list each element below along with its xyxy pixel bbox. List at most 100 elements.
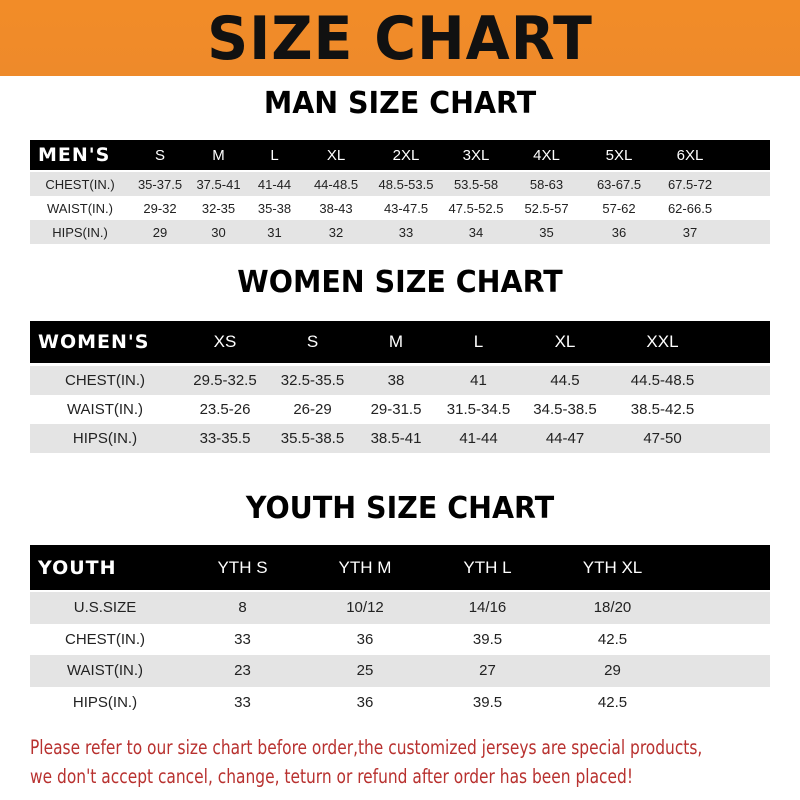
header-row: YOUTH YTH S YTH M YTH L YTH XL bbox=[30, 545, 770, 590]
table-cell: 36 bbox=[611, 224, 627, 240]
table-cell: 67.5-72 bbox=[667, 176, 713, 192]
table-cell: 47-50 bbox=[643, 430, 682, 447]
table-row: HIPS(IN.) 33 36 39.5 42.5 bbox=[30, 686, 770, 718]
youth-size-table: YOUTH YTH S YTH M YTH L YTH XL U.S.SIZE 8 10/12… bbox=[30, 545, 770, 718]
table-row: CHEST(IN.) 33 36 39.5 42.5 bbox=[30, 623, 770, 655]
table-row: HIPS(IN.) 29 30 31 32 33 34 35 36 37 bbox=[30, 220, 770, 244]
banner-title: SIZE CHART bbox=[207, 4, 593, 74]
men-section-title: MAN SIZE CHART bbox=[263, 86, 537, 121]
size-header-cell: M bbox=[212, 146, 225, 164]
table-row: U.S.SIZE 8 10/12 14/16 18/20 bbox=[30, 592, 770, 624]
table-cell: 29-32 bbox=[143, 200, 177, 216]
measurement-label: U.S.SIZE bbox=[73, 599, 137, 617]
size-header-cell: 4XL bbox=[533, 146, 560, 164]
table-cell: 14/16 bbox=[468, 599, 507, 617]
table-title-cell: MEN'S bbox=[38, 144, 111, 166]
table-cell: 29.5-32.5 bbox=[193, 372, 257, 389]
measurement-label: HIPS(IN.) bbox=[72, 693, 138, 711]
size-header-cell: XXL bbox=[646, 332, 679, 351]
table-row: CHEST(IN.) 35-37.5 37.5-41 41-44 44-48.5 48.5… bbox=[30, 172, 770, 196]
table-cell: 37.5-41 bbox=[196, 176, 241, 192]
table-cell: 42.5 bbox=[597, 693, 628, 711]
size-header-cell: YTH M bbox=[338, 557, 392, 577]
size-header-cell: 6XL bbox=[676, 146, 704, 164]
size-header-cell: XL bbox=[554, 332, 576, 351]
header-row: MEN'S S M L XL 2XL 3XL 4XL 5XL 6XL bbox=[30, 140, 770, 170]
table-cell: 31 bbox=[267, 224, 282, 240]
table-cell: 33-35.5 bbox=[199, 430, 251, 447]
table-cell: 58-63 bbox=[529, 176, 564, 192]
table-cell: 32.5-35.5 bbox=[280, 372, 345, 389]
measurement-label: WAIST(IN.) bbox=[66, 401, 144, 418]
table-cell: 38.5-42.5 bbox=[630, 401, 695, 418]
table-cell: 34 bbox=[468, 224, 484, 240]
size-header-cell: YTH S bbox=[217, 557, 268, 577]
banner: SIZE CHART bbox=[0, 0, 800, 76]
table-cell: 44.5 bbox=[550, 372, 580, 389]
table-cell: 35.5-38.5 bbox=[280, 430, 345, 447]
table-row: WAIST(IN.) 29-32 32-35 35-38 38-43 43-47.5 47.… bbox=[30, 196, 770, 220]
size-header-cell: S bbox=[154, 146, 165, 164]
size-header-cell: 2XL bbox=[392, 146, 420, 164]
measurement-label: CHEST(IN.) bbox=[65, 630, 145, 648]
table-cell: 10/12 bbox=[346, 599, 384, 617]
table-cell: 39.5 bbox=[472, 693, 503, 711]
table-cell: 35 bbox=[539, 224, 554, 240]
table-cell: 23.5-26 bbox=[199, 401, 251, 418]
table-cell: 36 bbox=[356, 630, 374, 648]
table-cell: 29-31.5 bbox=[370, 401, 422, 418]
table-cell: 43-47.5 bbox=[383, 200, 429, 216]
table-cell: 8 bbox=[238, 599, 247, 617]
table-cell: 44-48.5 bbox=[313, 176, 359, 192]
measurement-label: HIPS(IN.) bbox=[52, 224, 108, 240]
table-cell: 37 bbox=[682, 224, 698, 240]
women-size-table: WOMEN'S XS S M L XL XXL CHEST(IN.) 29.5-32.5 32.5… bbox=[30, 321, 770, 453]
table-cell: 52.5-57 bbox=[524, 200, 569, 216]
table-cell: 33 bbox=[234, 693, 251, 711]
table-cell: 26-29 bbox=[293, 401, 332, 418]
table-cell: 42.5 bbox=[597, 630, 628, 648]
table-cell: 47.5-52.5 bbox=[448, 200, 504, 216]
size-header-cell: M bbox=[388, 332, 404, 351]
table-cell: 63-67.5 bbox=[596, 176, 642, 192]
order-notice-line-1: Please refer to our size chart before or… bbox=[30, 736, 703, 759]
table-cell: 31.5-34.5 bbox=[446, 401, 511, 418]
table-cell: 29 bbox=[604, 662, 621, 680]
table-cell: 53.5-58 bbox=[453, 176, 499, 192]
table-cell: 23 bbox=[234, 662, 251, 680]
table-cell: 41-44 bbox=[257, 176, 292, 192]
table-cell: 18/20 bbox=[593, 599, 632, 617]
measurement-label: WAIST(IN.) bbox=[66, 662, 144, 680]
table-cell: 38-43 bbox=[319, 200, 353, 216]
measurement-label: CHEST(IN.) bbox=[65, 372, 145, 389]
order-notice: Please refer to our size chart before or… bbox=[30, 733, 703, 791]
table-row: HIPS(IN.) 33-35.5 35.5-38.5 38.5-41 41-44 44-… bbox=[30, 424, 770, 453]
size-header-cell: YTH L bbox=[463, 557, 512, 577]
youth-section-title: YOUTH SIZE CHART bbox=[245, 491, 555, 526]
size-header-cell: 3XL bbox=[462, 146, 490, 164]
table-cell: 39.5 bbox=[472, 630, 503, 648]
table-cell: 32 bbox=[328, 224, 344, 240]
table-cell: 41 bbox=[470, 372, 487, 389]
table-cell: 25 bbox=[356, 662, 374, 680]
measurement-label: HIPS(IN.) bbox=[72, 430, 138, 447]
table-cell: 57-62 bbox=[602, 200, 636, 216]
table-cell: 36 bbox=[356, 693, 374, 711]
table-cell: 44.5-48.5 bbox=[630, 372, 695, 389]
table-cell: 30 bbox=[211, 224, 226, 240]
size-header-cell: XL bbox=[326, 146, 346, 164]
measurement-label: WAIST(IN.) bbox=[47, 200, 113, 216]
table-cell: 35-37.5 bbox=[137, 176, 183, 192]
table-cell: 62-66.5 bbox=[667, 200, 713, 216]
table-cell: 34.5-38.5 bbox=[533, 401, 597, 418]
table-cell: 41-44 bbox=[459, 430, 498, 447]
size-header-cell: 5XL bbox=[605, 146, 633, 164]
order-notice-line-2: we don't accept cancel, change, teturn o… bbox=[30, 765, 634, 788]
table-row: WAIST(IN.) 23.5-26 26-29 29-31.5 31.5-34.5 34… bbox=[30, 395, 770, 424]
table-cell: 35-38 bbox=[257, 200, 292, 216]
men-size-table: MEN'S S M L XL 2XL 3XL 4XL 5XL 6XL CHEST(IN.) 35-37… bbox=[30, 140, 770, 244]
table-cell: 27 bbox=[479, 662, 496, 680]
table-cell: 38.5-41 bbox=[370, 430, 422, 447]
table-row: CHEST(IN.) 29.5-32.5 32.5-35.5 38 41 44.5 44.5… bbox=[30, 366, 770, 395]
table-cell: 44-47 bbox=[545, 430, 585, 447]
